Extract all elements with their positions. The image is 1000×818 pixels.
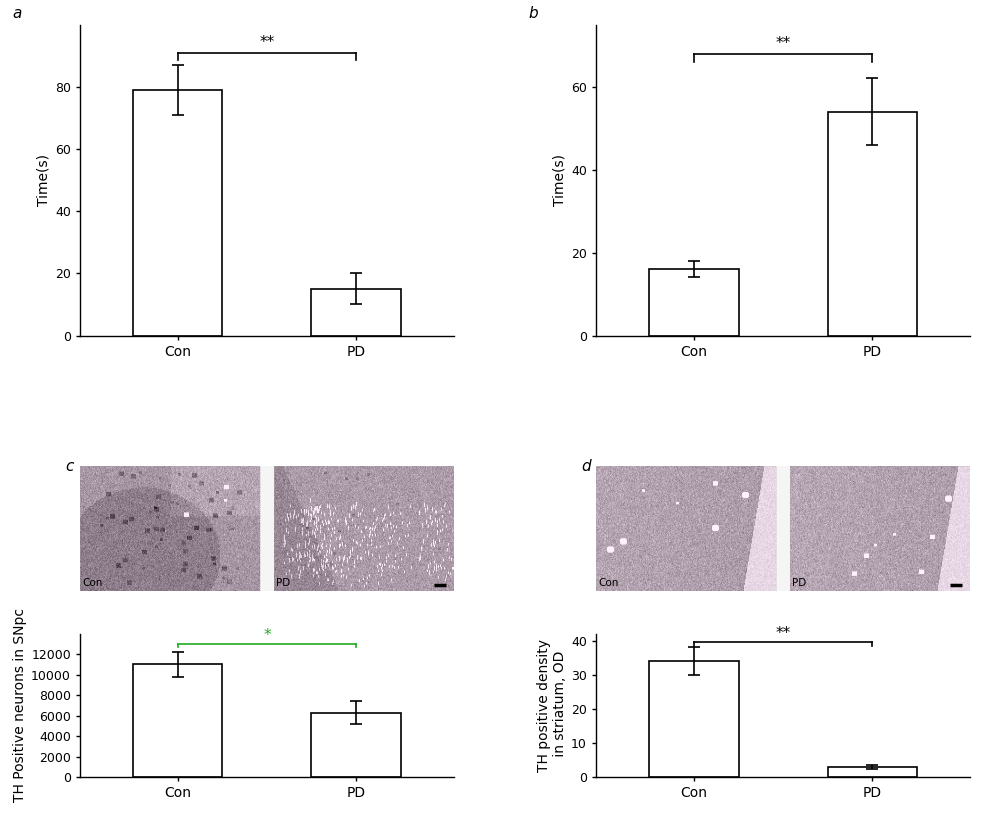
Bar	[828, 111, 917, 335]
Text: PD: PD	[276, 578, 290, 588]
Bar	[828, 766, 917, 777]
Text: Con: Con	[598, 578, 618, 588]
Y-axis label: Time(s): Time(s)	[37, 154, 51, 206]
Text: c: c	[65, 459, 73, 474]
Text: PD: PD	[792, 578, 806, 588]
Bar	[596, 466, 776, 591]
Y-axis label: TH Positive neurons in SNpc: TH Positive neurons in SNpc	[13, 609, 27, 802]
Text: Con: Con	[82, 578, 102, 588]
Y-axis label: TH positive density
 in striatum, OD: TH positive density in striatum, OD	[537, 639, 567, 772]
Bar	[649, 661, 739, 777]
Bar	[649, 269, 739, 335]
Text: **: **	[259, 35, 275, 50]
Bar	[80, 466, 260, 591]
Text: **: **	[775, 626, 791, 641]
Bar	[790, 466, 970, 591]
Bar	[133, 664, 222, 777]
Bar	[311, 712, 401, 777]
Text: *: *	[263, 627, 271, 643]
Text: b: b	[529, 6, 538, 21]
Text: d: d	[581, 459, 591, 474]
Bar	[311, 289, 401, 335]
Text: a: a	[13, 6, 22, 21]
Text: **: **	[775, 36, 791, 51]
Y-axis label: Time(s): Time(s)	[553, 154, 567, 206]
Bar	[133, 90, 222, 335]
Bar	[274, 466, 454, 591]
